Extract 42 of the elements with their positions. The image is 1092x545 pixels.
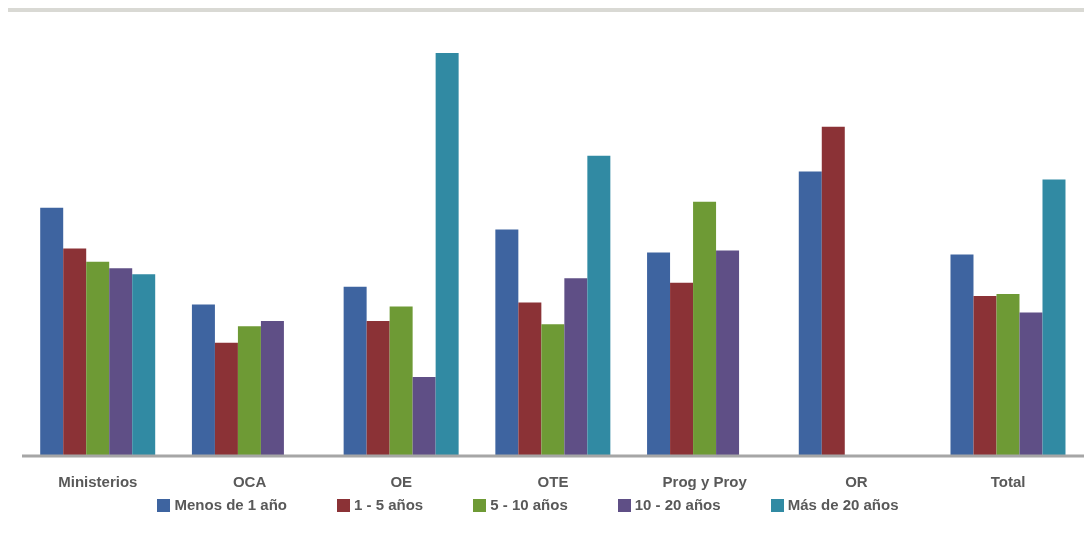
bar — [132, 274, 156, 456]
x-tick-label: Prog y Proy — [662, 472, 748, 490]
x-tick-label: Total — [990, 472, 1026, 490]
bar — [260, 321, 284, 456]
bar — [214, 342, 238, 456]
bar — [973, 296, 997, 456]
bar — [587, 155, 611, 456]
bar — [63, 248, 87, 456]
bar — [518, 302, 542, 456]
bar — [693, 201, 717, 456]
legend-label: 1 - 5 años — [354, 496, 424, 513]
bar — [996, 293, 1020, 456]
x-tick-label: OE — [390, 472, 413, 490]
bar — [798, 171, 822, 456]
bar — [821, 126, 845, 456]
legend-label: 5 - 10 años — [490, 496, 568, 513]
bar — [435, 53, 459, 456]
legend-label: 10 - 20 años — [634, 496, 721, 513]
bar — [670, 282, 694, 456]
bar — [716, 250, 740, 456]
bar — [366, 321, 390, 456]
bar — [237, 326, 261, 456]
bar — [191, 304, 215, 456]
bar — [1019, 312, 1043, 456]
bar — [564, 278, 588, 456]
x-tick-label: OTE — [537, 472, 569, 490]
bar — [109, 268, 133, 456]
bar — [541, 324, 565, 456]
legend-label: Más de 20 años — [787, 496, 899, 513]
x-tick-label: Ministerios — [58, 472, 138, 490]
bar — [647, 252, 671, 456]
x-tick-label: OCA — [232, 472, 267, 490]
bar — [86, 261, 110, 456]
bar — [412, 377, 436, 456]
bar — [495, 229, 519, 456]
bar — [389, 306, 413, 456]
legend-label: Menos de 1 año — [174, 496, 287, 513]
bar — [40, 207, 64, 456]
x-tick-label: OR — [845, 472, 868, 490]
bar — [343, 286, 367, 456]
bar — [950, 254, 974, 456]
bar — [1042, 179, 1066, 456]
